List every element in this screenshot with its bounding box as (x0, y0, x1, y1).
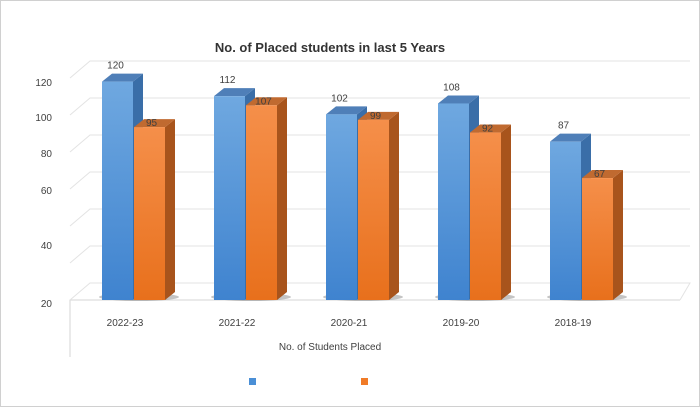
data-label: 108 (443, 82, 460, 93)
bar (246, 105, 277, 300)
x-tick-label: 2018-19 (555, 318, 592, 329)
bar (326, 114, 357, 300)
bar-side (389, 111, 399, 300)
bar-top (470, 124, 511, 133)
bar-top (102, 73, 143, 82)
bar (582, 178, 613, 300)
bar (438, 103, 469, 300)
y-tick-label: 40 (41, 241, 53, 252)
bar-top (550, 133, 591, 142)
y-tick-label: 20 (41, 299, 53, 310)
x-tick-label: 2020-21 (331, 318, 368, 329)
bar (358, 119, 389, 300)
gridline (69, 97, 690, 116)
data-label: 99 (370, 111, 382, 122)
data-label: 95 (146, 118, 158, 129)
bar (470, 132, 501, 300)
bar-top (326, 106, 367, 115)
bar-top (358, 111, 399, 120)
x-tick-label: 2022-23 (107, 318, 144, 329)
x-axis-label: No. of Students Placed (279, 342, 381, 353)
x-tick-label: 2021-22 (219, 318, 256, 329)
y-tick-label: 80 (41, 149, 53, 160)
bar-top (246, 97, 287, 106)
gridline (69, 60, 690, 79)
data-label: 87 (558, 121, 570, 132)
bar-side (613, 170, 623, 300)
bar-side (165, 119, 175, 300)
legend-marker-series-1[interactable] (249, 378, 256, 385)
bar (134, 127, 165, 300)
y-tick-label: 120 (35, 78, 52, 89)
bar (214, 96, 245, 300)
data-label: 107 (255, 96, 272, 107)
bar-side (277, 97, 287, 300)
chart-title: No. of Placed students in last 5 Years (215, 40, 445, 55)
x-tick-label: 2019-20 (443, 318, 480, 329)
bar (102, 81, 133, 300)
bar-side (501, 124, 511, 300)
bar-top (214, 88, 255, 97)
legend-marker-series-2[interactable] (361, 378, 368, 385)
bar-top (438, 95, 479, 104)
bar-top (582, 170, 623, 179)
y-tick-label: 60 (41, 186, 53, 197)
data-label: 102 (331, 93, 348, 104)
data-label: 67 (594, 169, 606, 180)
y-tick-label: 100 (35, 113, 52, 124)
data-label: 92 (482, 124, 494, 135)
bar (550, 141, 581, 300)
data-label: 112 (220, 75, 236, 86)
data-label: 120 (107, 61, 124, 72)
bar-top (134, 119, 175, 128)
